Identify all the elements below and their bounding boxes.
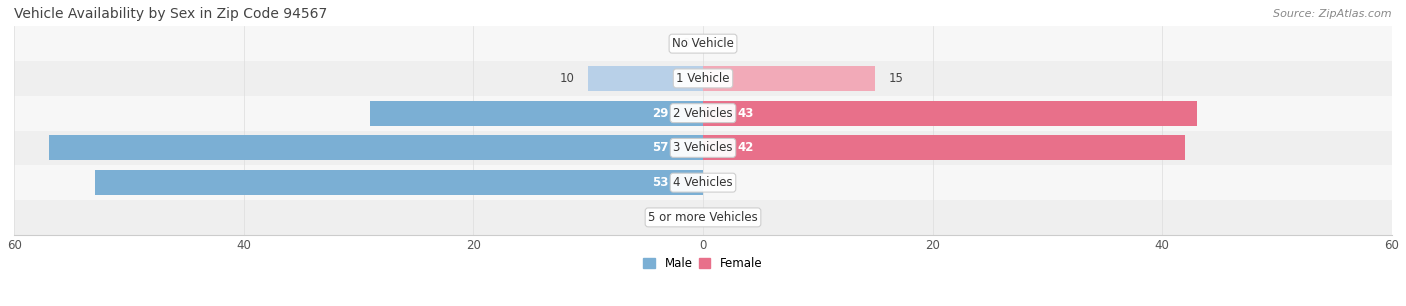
Bar xyxy=(588,66,703,91)
Bar xyxy=(703,135,1185,160)
Bar xyxy=(14,96,1392,131)
Text: 4 Vehicles: 4 Vehicles xyxy=(673,176,733,189)
Text: 15: 15 xyxy=(889,72,904,85)
Text: 29: 29 xyxy=(652,107,669,120)
Text: 5 or more Vehicles: 5 or more Vehicles xyxy=(648,211,758,224)
Text: 10: 10 xyxy=(560,72,575,85)
Text: 0: 0 xyxy=(717,176,724,189)
Bar xyxy=(370,101,703,126)
Bar xyxy=(703,66,875,91)
Bar xyxy=(14,200,1392,235)
Text: 42: 42 xyxy=(737,141,754,155)
Bar xyxy=(14,26,1392,61)
Text: 2 Vehicles: 2 Vehicles xyxy=(673,107,733,120)
Bar xyxy=(703,101,1197,126)
Text: 0: 0 xyxy=(682,211,689,224)
Text: 43: 43 xyxy=(737,107,754,120)
Text: Vehicle Availability by Sex in Zip Code 94567: Vehicle Availability by Sex in Zip Code … xyxy=(14,7,328,21)
Legend: Male, Female: Male, Female xyxy=(638,252,768,275)
Text: 0: 0 xyxy=(717,37,724,50)
Text: Source: ZipAtlas.com: Source: ZipAtlas.com xyxy=(1274,9,1392,19)
Text: 57: 57 xyxy=(652,141,669,155)
Text: 0: 0 xyxy=(717,211,724,224)
Text: No Vehicle: No Vehicle xyxy=(672,37,734,50)
Bar xyxy=(14,131,1392,165)
Bar xyxy=(14,165,1392,200)
Bar xyxy=(14,61,1392,96)
Text: 1 Vehicle: 1 Vehicle xyxy=(676,72,730,85)
Text: 53: 53 xyxy=(652,176,669,189)
Bar xyxy=(49,135,703,160)
Text: 0: 0 xyxy=(682,37,689,50)
Text: 3 Vehicles: 3 Vehicles xyxy=(673,141,733,155)
Bar xyxy=(94,170,703,195)
